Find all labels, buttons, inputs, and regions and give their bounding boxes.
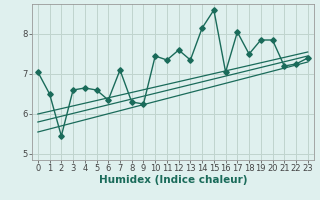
X-axis label: Humidex (Indice chaleur): Humidex (Indice chaleur) bbox=[99, 175, 247, 185]
